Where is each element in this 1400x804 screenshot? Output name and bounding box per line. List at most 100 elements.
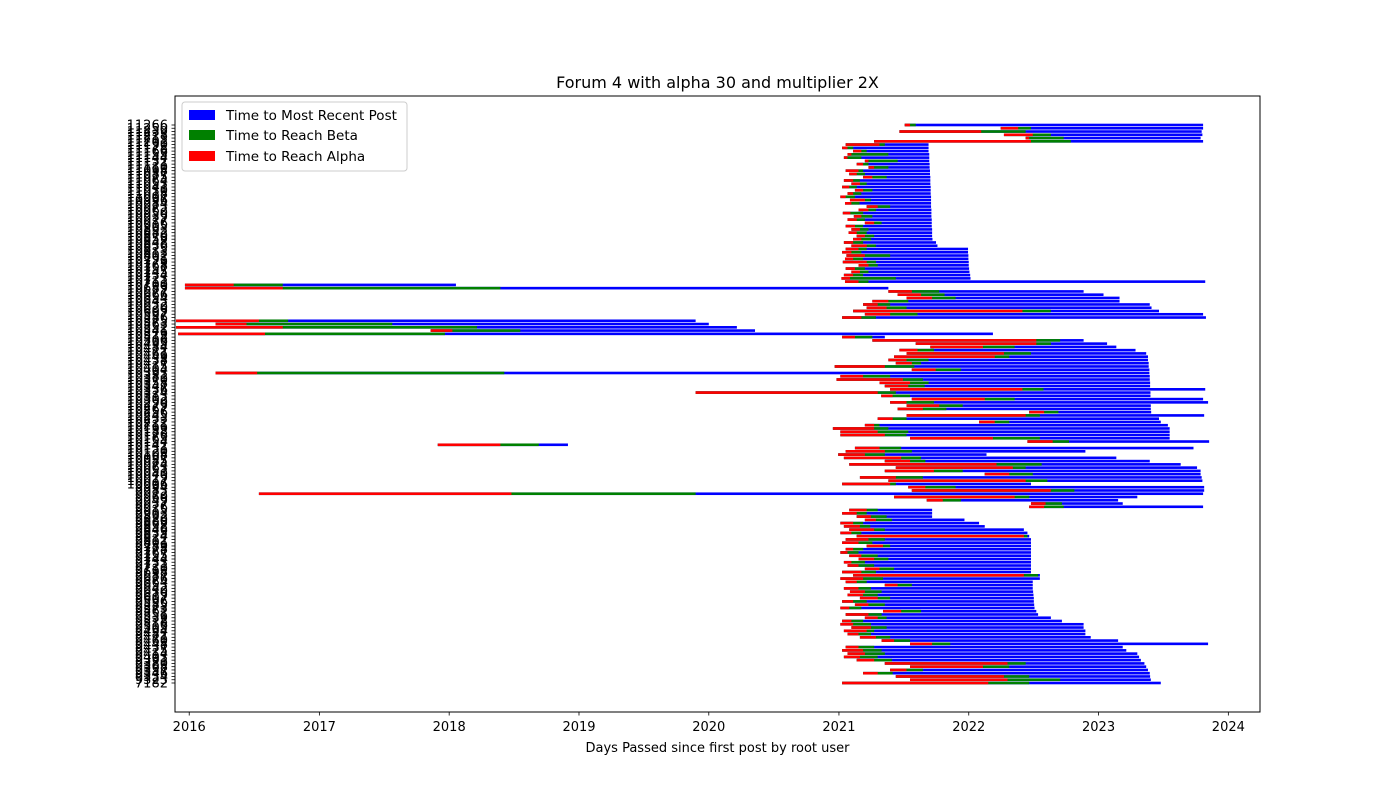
bar-alpha-9528 bbox=[842, 619, 852, 623]
bar-recent-9869 bbox=[840, 521, 980, 525]
bar-recent-11190 bbox=[845, 143, 929, 146]
y-tick-label: 10495 bbox=[127, 337, 168, 352]
bar-beta-11075 bbox=[863, 175, 887, 179]
bar-beta-9653 bbox=[884, 583, 912, 587]
x-axis-ticks: 2016 2017 2018 2019 2020 2021 2022 2023 2024 bbox=[173, 712, 1245, 735]
y-tick-label: 9880 bbox=[135, 513, 168, 528]
bar-beta-9892 bbox=[856, 515, 887, 518]
bar-alpha-10939 bbox=[853, 215, 862, 218]
bar-alpha-10632 bbox=[863, 303, 878, 306]
y-tick-label: 10848 bbox=[127, 236, 168, 251]
bar-recent-9425 bbox=[842, 649, 1127, 652]
bar-alpha-9926 bbox=[1029, 505, 1045, 509]
bar-recent-11064 bbox=[843, 179, 931, 182]
bar-beta-11018 bbox=[847, 192, 862, 195]
bar-alpha-9505 bbox=[851, 626, 871, 629]
bar-recent-10290 bbox=[890, 401, 1209, 404]
chart-title: Forum 4 with alpha 30 and multiplier 2X bbox=[556, 73, 879, 92]
y-tick-label: 10916 bbox=[127, 216, 168, 231]
plot-frame bbox=[174, 95, 1261, 713]
y-tick-label: 9869 bbox=[135, 517, 168, 532]
bar-recent-10484 bbox=[930, 345, 1117, 349]
bar-recent-10279 bbox=[906, 404, 1151, 407]
bar-alpha-10597 bbox=[864, 312, 891, 316]
bar-beta-10734 bbox=[843, 273, 864, 277]
bar-alpha-10393 bbox=[215, 371, 258, 375]
bar-recent-9949 bbox=[926, 498, 1119, 502]
bar-beta-10290 bbox=[890, 401, 934, 404]
bar-beta-10859 bbox=[853, 237, 871, 241]
bar-alpha-9391 bbox=[856, 658, 875, 662]
bar-alpha-11007 bbox=[840, 195, 846, 199]
bar-alpha-10267 bbox=[897, 407, 923, 411]
bar-alpha-10552 bbox=[176, 326, 283, 329]
bar-recent-9642 bbox=[843, 587, 1033, 590]
x-tick-label: 2021 bbox=[822, 720, 855, 735]
bar-beta-11178 bbox=[842, 146, 854, 150]
bar-alpha-10256 bbox=[1029, 410, 1045, 414]
y-tick-label: 9391 bbox=[135, 654, 168, 669]
y-tick-label: 9494 bbox=[135, 624, 168, 639]
bar-recent-11266 bbox=[904, 123, 1204, 127]
bar-beta-11213 bbox=[1025, 136, 1064, 140]
y-tick-label: 10256 bbox=[127, 406, 168, 421]
legend-swatch-recent bbox=[189, 110, 215, 120]
y-tick-label: 10108 bbox=[127, 448, 168, 463]
y-tick-label: 9380 bbox=[135, 657, 168, 672]
bar-alpha-10677 bbox=[888, 290, 912, 293]
bar-alpha-10051 bbox=[884, 469, 934, 473]
bar-beta-10643 bbox=[872, 299, 909, 303]
x-axis-label: Days Passed since first post by root use… bbox=[586, 741, 851, 756]
y-tick-label: 11030 bbox=[127, 184, 168, 199]
bar-beta-10745 bbox=[851, 270, 869, 274]
bar-beta-11266 bbox=[904, 123, 916, 127]
y-tick-label: 9596 bbox=[135, 595, 168, 610]
bar-recent-10677 bbox=[888, 290, 1084, 293]
bar-beta-10404 bbox=[911, 368, 961, 372]
y-tick-label: 9357 bbox=[135, 663, 168, 678]
y-tick-label: 10666 bbox=[127, 288, 168, 303]
bar-recent-10267 bbox=[897, 407, 1151, 411]
legend-swatch-beta bbox=[189, 130, 215, 140]
bar-beta-9778 bbox=[845, 547, 864, 551]
bar-alpha-11178 bbox=[842, 146, 848, 150]
bar-alpha-10711 bbox=[844, 280, 859, 283]
bar-alpha-10085 bbox=[884, 459, 911, 463]
bar-alpha-10347 bbox=[884, 384, 909, 388]
bar-alpha-10848 bbox=[843, 241, 854, 244]
y-tick-label: 10040 bbox=[127, 468, 168, 483]
bar-recent-10051 bbox=[884, 469, 1201, 473]
bar-recent-9926 bbox=[1029, 505, 1204, 509]
x-tick-label: 2020 bbox=[692, 720, 725, 735]
bar-alpha-11075 bbox=[863, 175, 873, 179]
bar-alpha-10302 bbox=[911, 397, 985, 401]
bar-alpha-9380 bbox=[884, 662, 1008, 665]
bar-beta-9733 bbox=[843, 560, 865, 564]
bar-alpha-10973 bbox=[866, 205, 878, 208]
bar-alpha-10586 bbox=[842, 316, 862, 319]
x-tick-label: 2022 bbox=[952, 720, 985, 735]
bar-recent-10711 bbox=[844, 280, 1206, 283]
bar-recent-10836 bbox=[851, 244, 938, 248]
bar-alpha-9903 bbox=[842, 512, 857, 515]
y-tick-label: 11132 bbox=[127, 154, 168, 169]
bar-alpha-11239 bbox=[899, 130, 982, 133]
bar-recent-10575 bbox=[176, 319, 696, 323]
bar-alpha-10984 bbox=[844, 202, 852, 205]
bar-recent-10131 bbox=[854, 446, 1194, 450]
y-tick-label: 9812 bbox=[135, 533, 168, 548]
y-tick-label: 9698 bbox=[135, 566, 168, 581]
y-tick-label: 9733 bbox=[135, 556, 168, 571]
y-tick-label: 10233 bbox=[127, 412, 168, 427]
bar-alpha-9460 bbox=[881, 639, 895, 642]
y-tick-label: 9346 bbox=[135, 667, 168, 682]
bar-alpha-10666 bbox=[897, 293, 922, 296]
y-tick-label: 9323 bbox=[135, 673, 168, 688]
y-tick-label: 10176 bbox=[127, 429, 168, 444]
bar-recent-9994 bbox=[908, 485, 1205, 489]
bar-alpha-10893 bbox=[851, 228, 860, 231]
y-tick-label: 9892 bbox=[135, 510, 168, 525]
y-tick-label: 10950 bbox=[127, 207, 168, 222]
bar-recent-10632 bbox=[863, 303, 1150, 306]
bar-alpha-9664 bbox=[845, 580, 857, 584]
